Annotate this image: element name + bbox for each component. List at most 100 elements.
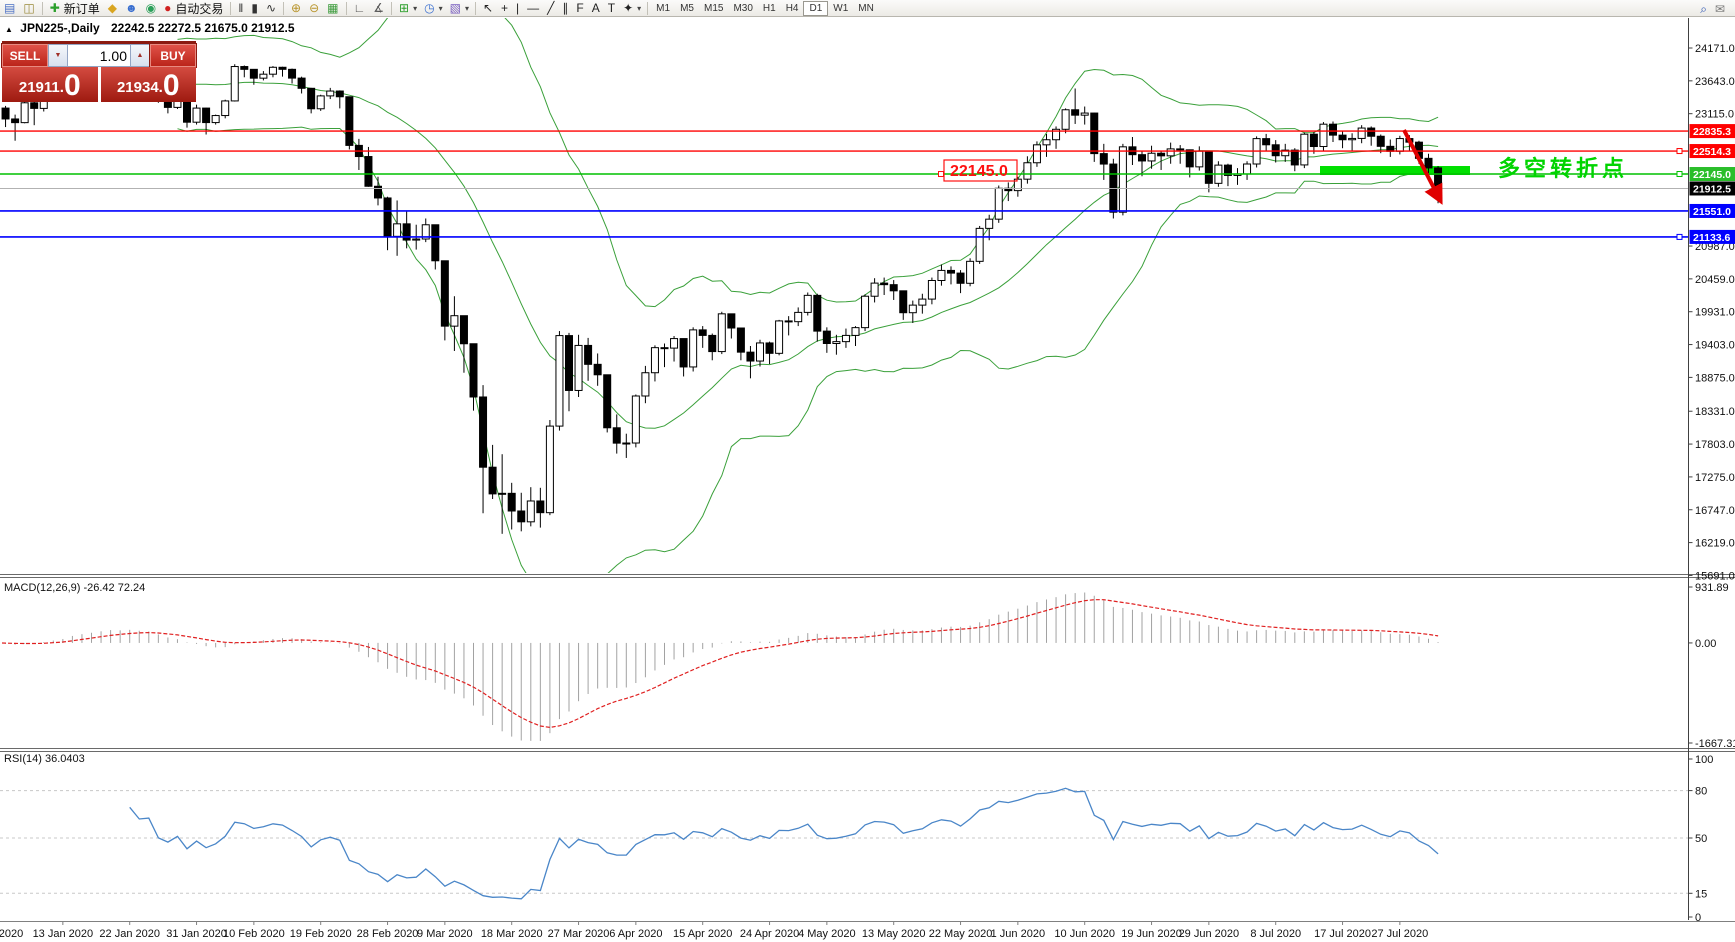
- symbol-period-label: JPN225-,Daily: [20, 21, 100, 35]
- svg-text:27 Jul 2020: 27 Jul 2020: [1371, 928, 1428, 940]
- period-icon-caret[interactable]: ▾: [438, 3, 443, 13]
- autotrade-icon[interactable]: ●: [164, 1, 172, 15]
- chart-wizard-icon[interactable]: ◆: [107, 1, 117, 15]
- sell-button[interactable]: SELL: [1, 43, 49, 68]
- timeframe-m15-button[interactable]: M15: [703, 2, 724, 14]
- price-axis: 24171.0 23643.0 23115.0 20987.0 20459.0 19931…: [1688, 18, 1735, 924]
- volume-increase-button[interactable]: ▲: [130, 44, 150, 67]
- svg-text:931.89: 931.89: [1695, 582, 1729, 594]
- price-label-boxes: 22835.3 22514.3 22145.0 21912.5 21551.0 21133…: [1689, 124, 1735, 244]
- text-icon[interactable]: A: [591, 1, 600, 15]
- timeframe-m30-button[interactable]: M30: [733, 2, 753, 14]
- profiles-icon[interactable]: ◫: [23, 1, 35, 15]
- trendline-icon[interactable]: ╱: [547, 1, 555, 15]
- date-axis[interactable]: 2 Jan 2020 13 Jan 2020 22 Jan 2020 31 Jan 2…: [0, 922, 1428, 940]
- period-icon[interactable]: ◷: [424, 1, 435, 15]
- new-order-icon-label[interactable]: 新订单: [63, 1, 100, 16]
- strategy-tester-icon[interactable]: ∡: [373, 1, 385, 15]
- svg-text:MACD(12,26,9) -26.42 72.24: MACD(12,26,9) -26.42 72.24: [4, 582, 145, 594]
- arrows-icon[interactable]: ✦: [623, 1, 634, 15]
- svg-text:21133.6: 21133.6: [1693, 232, 1731, 244]
- new-order-icon[interactable]: ✚: [49, 1, 60, 15]
- timeframe-m1-button[interactable]: M1: [656, 2, 671, 14]
- svg-text:20987.0: 20987.0: [1695, 241, 1735, 253]
- channel-icon[interactable]: ∥: [562, 1, 569, 15]
- svg-text:15 Apr 2020: 15 Apr 2020: [673, 928, 732, 940]
- svg-text:17275.0: 17275.0: [1695, 472, 1735, 484]
- ohlc-values: 22242.5 22272.5 21675.0 21912.5: [111, 21, 295, 35]
- add-indicator-icon-caret[interactable]: ▾: [413, 3, 418, 13]
- vertical-line-icon[interactable]: |: [516, 1, 520, 15]
- fibonacci-icon[interactable]: F: [576, 1, 584, 15]
- svg-text:24171.0: 24171.0: [1695, 43, 1735, 55]
- crosshair-icon[interactable]: +: [501, 1, 509, 15]
- timeframe-m5-button[interactable]: M5: [680, 2, 694, 14]
- zoom-in-icon[interactable]: ⊕: [291, 1, 302, 15]
- svg-text:RSI(14) 36.0403: RSI(14) 36.0403: [4, 753, 85, 765]
- label-icon[interactable]: T: [607, 1, 616, 15]
- svg-text:28 Feb 2020: 28 Feb 2020: [357, 928, 419, 940]
- collapse-arrow-icon[interactable]: ▲: [5, 25, 13, 34]
- bid-price[interactable]: 21911. 0: [2, 67, 98, 102]
- timeframe-d1-button[interactable]: D1: [803, 0, 829, 16]
- svg-text:17 Jul 2020: 17 Jul 2020: [1314, 928, 1371, 940]
- horizontal-line-icon[interactable]: —: [527, 1, 540, 15]
- candlestick-chart-icon[interactable]: ▮: [251, 1, 258, 15]
- svg-text:100: 100: [1695, 754, 1713, 766]
- svg-text:19403.0: 19403.0: [1695, 340, 1735, 352]
- bid-main: 21911.: [18, 79, 64, 96]
- signals-icon[interactable]: ◉: [145, 1, 157, 15]
- svg-text:6 Apr 2020: 6 Apr 2020: [609, 928, 662, 940]
- profile-icon[interactable]: ☻: [125, 1, 138, 15]
- turning-point-note[interactable]: 多空转折点: [1498, 156, 1628, 181]
- svg-text:-1667.31: -1667.31: [1695, 738, 1735, 750]
- svg-text:19 Jun 2020: 19 Jun 2020: [1121, 928, 1182, 940]
- data-window-icon[interactable]: ∟: [353, 1, 366, 15]
- price-tag-22145[interactable]: 22145.0: [938, 159, 1018, 182]
- autotrade-icon-label[interactable]: 自动交易: [175, 1, 224, 16]
- svg-text:22 Jan 2020: 22 Jan 2020: [99, 928, 160, 940]
- svg-text:13 Jan 2020: 13 Jan 2020: [33, 928, 94, 940]
- cursor-icon[interactable]: ↖: [482, 1, 494, 15]
- svg-text:18875.0: 18875.0: [1695, 372, 1735, 384]
- svg-text:23643.0: 23643.0: [1695, 76, 1735, 88]
- svg-text:4 May 2020: 4 May 2020: [798, 928, 855, 940]
- line-chart-icon[interactable]: ∿: [265, 1, 277, 15]
- buy-button[interactable]: BUY: [149, 43, 197, 68]
- search-icon[interactable]: ⌕: [1700, 1, 1707, 16]
- timeframe-h1-button[interactable]: H1: [762, 2, 776, 14]
- zoom-out-icon[interactable]: ⊖: [309, 1, 320, 15]
- new-chart-icon[interactable]: ▤: [4, 1, 16, 15]
- svg-text:21912.5: 21912.5: [1693, 183, 1731, 195]
- horizontal-line-objects[interactable]: [0, 130, 1689, 240]
- bar-chart-icon[interactable]: ‖: [238, 1, 244, 15]
- trend-arrow[interactable]: [1402, 129, 1443, 205]
- svg-text:31 Jan 2020: 31 Jan 2020: [166, 928, 227, 940]
- template-icon[interactable]: ▧: [449, 1, 461, 15]
- timeframe-h4-button[interactable]: H4: [785, 2, 799, 14]
- volume-input[interactable]: [68, 44, 130, 67]
- svg-text:18 Mar 2020: 18 Mar 2020: [481, 928, 543, 940]
- svg-text:8 Jul 2020: 8 Jul 2020: [1250, 928, 1301, 940]
- svg-text:15691.0: 15691.0: [1695, 570, 1735, 582]
- tile-windows-icon[interactable]: ▦: [327, 1, 339, 15]
- chat-icon[interactable]: ✉: [1714, 1, 1725, 16]
- arrows-icon-caret[interactable]: ▾: [637, 3, 642, 13]
- svg-text:多空转折点: 多空转折点: [1498, 156, 1628, 181]
- svg-text:80: 80: [1695, 786, 1707, 798]
- svg-text:29 Jun 2020: 29 Jun 2020: [1179, 928, 1240, 940]
- highlight-zone[interactable]: [1320, 166, 1470, 176]
- svg-text:22835.3: 22835.3: [1693, 126, 1731, 138]
- volume-decrease-button[interactable]: ▼: [48, 44, 68, 67]
- timeframe-mn-button[interactable]: MN: [858, 2, 874, 14]
- svg-text:21551.0: 21551.0: [1693, 206, 1731, 218]
- timeframe-w1-button[interactable]: W1: [833, 2, 849, 14]
- panel-separators[interactable]: [0, 574, 1735, 922]
- add-indicator-icon[interactable]: ⊞: [399, 1, 410, 15]
- svg-text:9 Mar 2020: 9 Mar 2020: [417, 928, 473, 940]
- ask-price[interactable]: 21934. 0: [100, 67, 196, 102]
- template-icon-caret[interactable]: ▾: [464, 3, 469, 13]
- svg-text:22145.0: 22145.0: [950, 163, 1008, 180]
